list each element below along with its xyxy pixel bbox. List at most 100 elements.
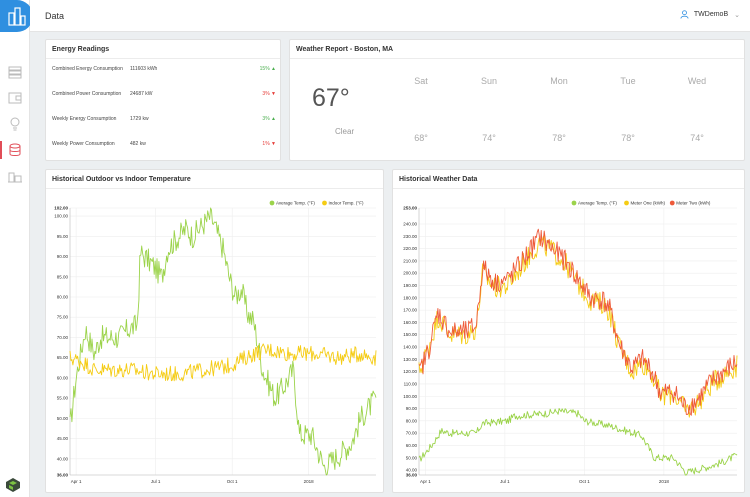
user-menu[interactable]: TWDemoB ⌄ bbox=[680, 10, 740, 19]
divider bbox=[393, 188, 744, 189]
divider bbox=[46, 188, 383, 189]
reading-value: 111603 kWh bbox=[130, 66, 158, 72]
legend-marker bbox=[322, 200, 327, 206]
series-line bbox=[418, 408, 738, 476]
wallet-icon[interactable] bbox=[7, 90, 23, 106]
legend-entry[interactable]: Average Temp. (°F) bbox=[578, 201, 617, 206]
outdoor-indoor-temp-panel: Historical Outdoor vs Indoor Temperature… bbox=[45, 169, 384, 493]
forecast-day: Sat bbox=[414, 76, 428, 86]
reading-change: 15% ▲ bbox=[259, 66, 276, 72]
x-tick-label: 2018 bbox=[304, 479, 315, 484]
forecast-day: Wed bbox=[687, 76, 707, 86]
y-tick-label: 230.00 bbox=[403, 234, 417, 239]
reading-label: Combined Power Consumption bbox=[52, 91, 122, 97]
series-line bbox=[418, 234, 738, 418]
reading-value: 24687 kW bbox=[130, 91, 153, 97]
y-tick-label: 90.00 bbox=[406, 406, 418, 411]
brand-mark-icon bbox=[6, 478, 20, 492]
buildings-icon[interactable] bbox=[7, 168, 23, 184]
forecast-temp: 74° bbox=[482, 133, 496, 143]
legend-marker bbox=[669, 200, 675, 206]
weather-line-chart: 253.00 240.00 230.00 220.00 210.00 200.00 190.… bbox=[403, 200, 738, 484]
y-tick-label: 60.00 bbox=[406, 443, 418, 448]
database-icon[interactable] bbox=[7, 142, 23, 158]
page-title: Data bbox=[45, 11, 65, 21]
y-tick-label: 50.00 bbox=[406, 455, 418, 460]
forecast-temp: 74° bbox=[690, 133, 704, 143]
y-tick-label: 110.00 bbox=[404, 381, 418, 386]
legend-entry[interactable]: Meter One (kWh) bbox=[631, 201, 666, 206]
temperature-line-chart: 102.00 100.00 95.00 90.00 85.00 80.00 75.00 70.… bbox=[54, 200, 377, 484]
y-tick-label: 102.00 bbox=[54, 206, 68, 211]
arrow-down-icon: ▼ bbox=[271, 91, 276, 97]
divider bbox=[46, 58, 280, 59]
x-tick-label: Oct 1 bbox=[579, 479, 590, 484]
y-tick-label: 100.00 bbox=[54, 214, 68, 219]
x-tick-label: Apr 1 bbox=[420, 479, 431, 484]
legend-entry[interactable]: Indoor Temp. (°F) bbox=[329, 201, 364, 206]
y-tick-label: 180.00 bbox=[403, 295, 417, 300]
y-tick-label: 210.00 bbox=[403, 258, 417, 263]
chart-title: Historical Outdoor vs Indoor Temperature bbox=[52, 176, 191, 183]
y-tick-label: 50.00 bbox=[57, 416, 69, 421]
legend-marker bbox=[269, 200, 275, 206]
y-tick-label: 70.00 bbox=[57, 335, 69, 340]
reading-label: Weekly Energy Consumption bbox=[52, 116, 117, 122]
weather-report-panel: Weather Report - Boston, MA 67° Clear Sa… bbox=[289, 39, 745, 161]
x-tick-label: Apr 1 bbox=[71, 479, 82, 484]
legend-entry[interactable]: Meter Two (kWh) bbox=[676, 201, 711, 206]
y-tick-label: 60.00 bbox=[57, 375, 69, 380]
y-tick-label: 220.00 bbox=[403, 246, 417, 251]
chevron-down-icon: ⌄ bbox=[734, 11, 740, 19]
y-tick-label: 240.00 bbox=[403, 221, 417, 226]
app-logo[interactable] bbox=[0, 0, 33, 32]
energy-readings-panel: Energy Readings Combined Energy Consumpt… bbox=[45, 39, 281, 161]
forecast-temp: 68° bbox=[414, 133, 428, 143]
arrow-up-icon: ▲ bbox=[271, 66, 276, 72]
user-icon bbox=[680, 10, 689, 19]
y-tick-label: 36.00 bbox=[406, 473, 418, 478]
y-tick-label: 190.00 bbox=[403, 283, 417, 288]
y-tick-label: 120.00 bbox=[403, 369, 417, 374]
forecast-day: Tue bbox=[620, 76, 636, 86]
series-line bbox=[69, 207, 377, 476]
reading-label: Combined Energy Consumption bbox=[52, 66, 123, 72]
lightbulb-icon[interactable] bbox=[7, 116, 23, 132]
y-tick-label: 100.00 bbox=[403, 394, 417, 399]
forecast-day: Mon bbox=[550, 76, 568, 86]
series-line bbox=[418, 228, 738, 416]
y-tick-label: 55.00 bbox=[57, 396, 69, 401]
y-tick-label: 200.00 bbox=[403, 271, 417, 276]
series-line bbox=[69, 343, 377, 382]
x-tick-label: 2018 bbox=[659, 479, 670, 484]
y-tick-label: 40.00 bbox=[57, 456, 69, 461]
y-tick-label: 80.00 bbox=[406, 418, 418, 423]
user-name: TWDemoB bbox=[693, 11, 729, 18]
chart-title: Historical Weather Data bbox=[399, 176, 478, 183]
y-tick-label: 160.00 bbox=[403, 320, 417, 325]
arrow-up-icon: ▲ bbox=[271, 116, 276, 122]
sidebar bbox=[0, 0, 33, 497]
legend-marker bbox=[571, 200, 577, 206]
y-tick-label: 75.00 bbox=[57, 315, 69, 320]
active-nav-indicator bbox=[0, 141, 2, 159]
current-condition: Clear bbox=[335, 127, 355, 136]
divider bbox=[290, 58, 744, 59]
x-tick-label: Oct 1 bbox=[227, 479, 238, 484]
x-tick-label: Jul 1 bbox=[151, 479, 161, 484]
weather-panel-title: Weather Report - Boston, MA bbox=[296, 46, 394, 53]
arrow-down-icon: ▼ bbox=[271, 141, 276, 147]
y-tick-label: 140.00 bbox=[403, 345, 417, 350]
legend-marker bbox=[624, 200, 629, 206]
forecast-day: Sun bbox=[480, 76, 497, 86]
reading-value: 1729 kw bbox=[130, 116, 149, 122]
y-tick-label: 253.00 bbox=[403, 206, 417, 211]
reading-change: 3% ▲ bbox=[262, 116, 276, 122]
forecast-temp: 78° bbox=[621, 133, 635, 143]
y-tick-label: 36.00 bbox=[57, 473, 69, 478]
server-icon[interactable] bbox=[7, 64, 23, 80]
legend-entry[interactable]: Average Temp. (°F) bbox=[276, 201, 315, 206]
y-tick-label: 40.00 bbox=[406, 468, 418, 473]
forecast-temp: 78° bbox=[552, 133, 566, 143]
energy-panel-title: Energy Readings bbox=[52, 46, 110, 53]
